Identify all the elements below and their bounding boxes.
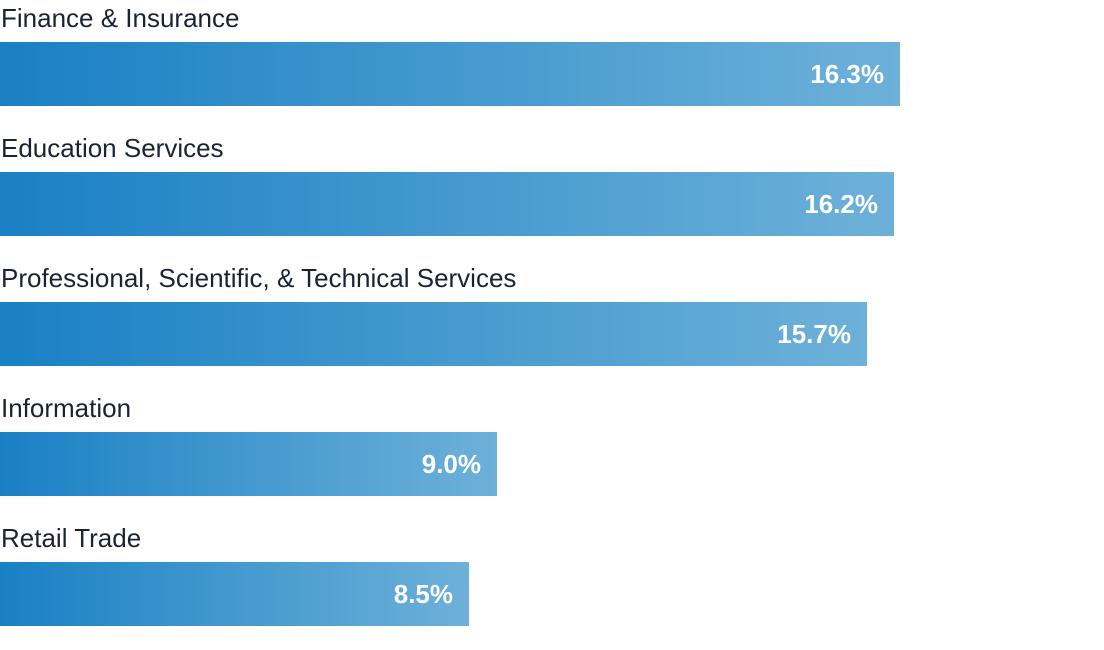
- category-label: Professional, Scientific, & Technical Se…: [1, 263, 517, 293]
- bar-value-label: 16.3%: [810, 59, 884, 89]
- horizontal-bar-chart: Finance & Insurance 16.3% Education Servic…: [0, 0, 1104, 626]
- bar-value-label: 9.0%: [421, 449, 481, 479]
- bar-row: Professional, Scientific, & Technical Se…: [0, 260, 1104, 390]
- bar-row: Education Services 16.2%: [0, 130, 1104, 260]
- category-label: Education Services: [1, 133, 224, 163]
- bar: 16.3%: [0, 42, 900, 106]
- bar: 16.2%: [0, 172, 894, 236]
- bar: 8.5%: [0, 562, 469, 626]
- category-label: Retail Trade: [1, 523, 142, 553]
- bar-value-label: 16.2%: [804, 189, 878, 219]
- bar-row: Information 9.0%: [0, 390, 1104, 520]
- bar-row: Finance & Insurance 16.3%: [0, 0, 1104, 130]
- category-label: Finance & Insurance: [1, 3, 240, 33]
- bar: 15.7%: [0, 302, 867, 366]
- bar: 9.0%: [0, 432, 497, 496]
- bar-value-label: 15.7%: [777, 319, 851, 349]
- bar-row: Retail Trade 8.5%: [0, 520, 1104, 650]
- bar-value-label: 8.5%: [393, 579, 453, 609]
- category-label: Information: [1, 393, 132, 423]
